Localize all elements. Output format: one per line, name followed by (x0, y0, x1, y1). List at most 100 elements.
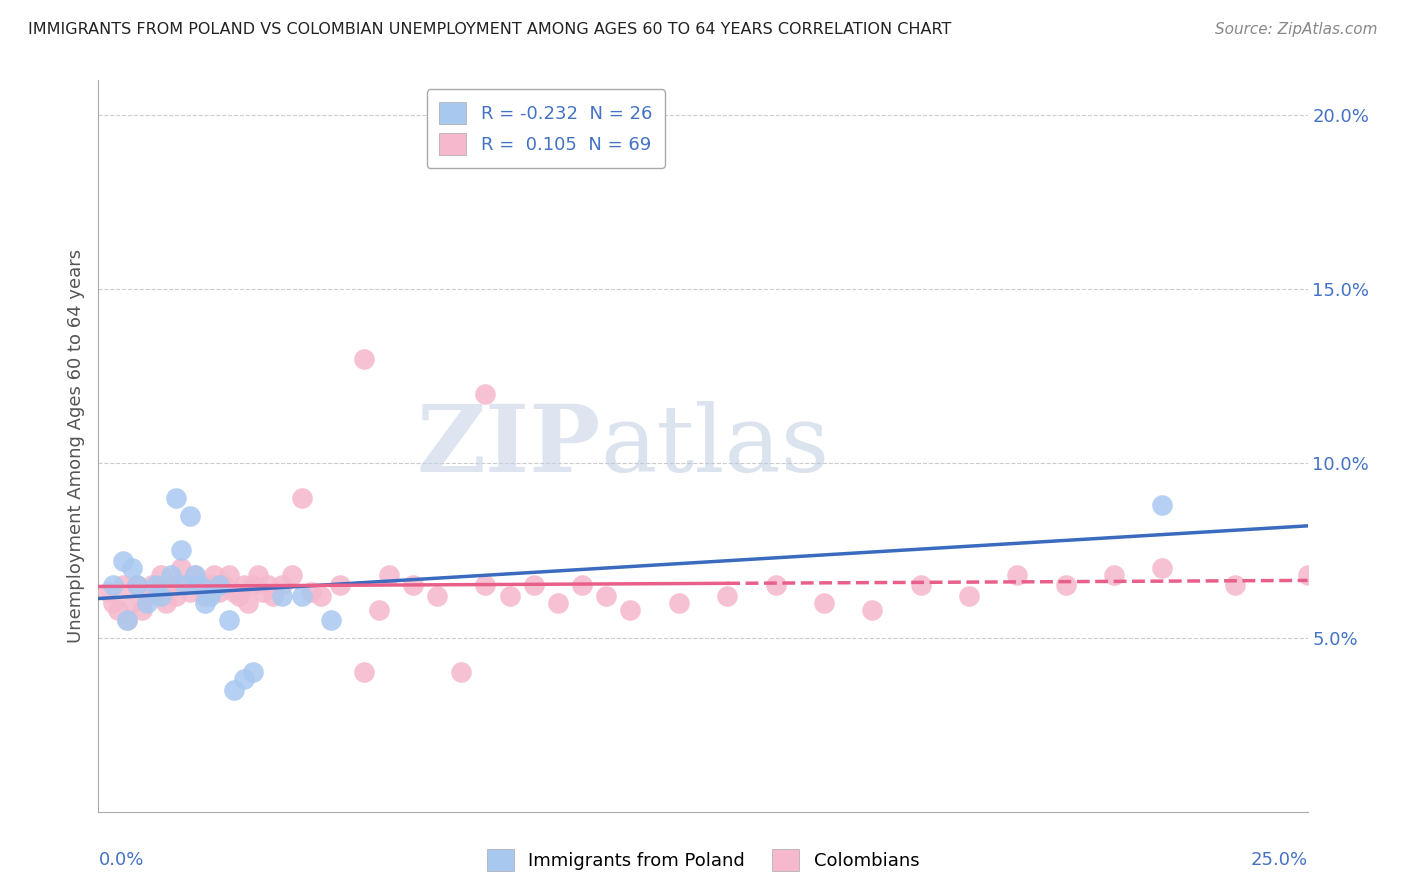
Point (188, 578, 211, 592)
Point (271, 578, 294, 592)
Point (194, 589, 217, 603)
Point (111, 578, 134, 592)
Point (160, 567, 183, 582)
Point (1223, 578, 1246, 592)
Text: Source: ZipAtlas.com: Source: ZipAtlas.com (1215, 22, 1378, 37)
Point (668, 596, 690, 610)
Point (150, 589, 173, 603)
Point (299, 585, 322, 599)
Point (218, 613, 240, 627)
Point (426, 589, 449, 603)
Point (97, 585, 120, 599)
Point (716, 589, 738, 603)
Point (145, 585, 167, 599)
Point (145, 578, 167, 592)
Point (198, 589, 221, 603)
Point (198, 578, 221, 592)
Point (101, 596, 124, 610)
Legend: R = -0.232  N = 26, R =  0.105  N = 69: R = -0.232 N = 26, R = 0.105 N = 69 (426, 89, 665, 168)
Point (174, 578, 197, 592)
Text: 25.0%: 25.0% (1250, 851, 1308, 869)
Point (141, 578, 163, 592)
Point (1296, 567, 1319, 582)
Point (204, 567, 226, 582)
Point (290, 491, 312, 506)
Point (242, 665, 264, 680)
Point (1054, 578, 1077, 592)
Legend: Immigrants from Poland, Colombians: Immigrants from Poland, Colombians (479, 842, 927, 879)
Point (498, 589, 520, 603)
Point (402, 578, 425, 592)
Point (523, 578, 546, 592)
Point (127, 578, 149, 592)
Point (474, 386, 496, 401)
Point (208, 578, 231, 592)
Text: atlas: atlas (600, 401, 830, 491)
Point (232, 578, 254, 592)
Point (135, 589, 157, 603)
Point (174, 578, 197, 592)
Point (1007, 567, 1029, 582)
Point (1152, 498, 1174, 512)
Point (957, 589, 980, 603)
Y-axis label: Unemployment Among Ages 60 to 64 years: Unemployment Among Ages 60 to 64 years (66, 249, 84, 643)
Point (309, 589, 332, 603)
Point (571, 578, 593, 592)
Point (290, 589, 312, 603)
Point (121, 596, 143, 610)
Point (281, 567, 304, 582)
Point (179, 585, 201, 599)
Point (188, 578, 211, 592)
Point (179, 508, 201, 523)
Point (910, 578, 932, 592)
Point (368, 603, 391, 617)
Point (222, 682, 245, 697)
Point (547, 596, 569, 610)
Point (155, 596, 177, 610)
Point (252, 585, 274, 599)
Point (353, 351, 375, 366)
Point (1102, 567, 1125, 582)
Point (813, 596, 835, 610)
Point (184, 567, 207, 582)
Point (619, 603, 641, 617)
Point (271, 589, 294, 603)
Point (208, 585, 231, 599)
Point (319, 613, 342, 627)
Point (127, 578, 149, 592)
Point (184, 567, 207, 582)
Point (169, 561, 191, 575)
Point (222, 585, 245, 599)
Point (194, 596, 217, 610)
Point (228, 589, 250, 603)
Point (450, 665, 472, 680)
Point (247, 567, 270, 582)
Point (353, 665, 375, 680)
Point (765, 578, 787, 592)
Point (165, 589, 187, 603)
Point (329, 578, 352, 592)
Point (165, 491, 187, 506)
Point (117, 613, 139, 627)
Point (121, 561, 143, 575)
Point (212, 578, 235, 592)
Point (131, 603, 153, 617)
Point (117, 613, 139, 627)
Point (1152, 561, 1174, 575)
Point (218, 567, 240, 582)
Point (256, 578, 278, 592)
Point (111, 554, 134, 568)
Text: 0.0%: 0.0% (98, 851, 143, 869)
Point (238, 596, 260, 610)
Point (135, 596, 157, 610)
Point (160, 578, 183, 592)
Point (169, 543, 191, 558)
Point (242, 578, 264, 592)
Point (860, 603, 883, 617)
Point (377, 567, 399, 582)
Point (232, 673, 254, 687)
Point (595, 589, 617, 603)
Point (474, 578, 496, 592)
Point (101, 578, 124, 592)
Point (107, 603, 129, 617)
